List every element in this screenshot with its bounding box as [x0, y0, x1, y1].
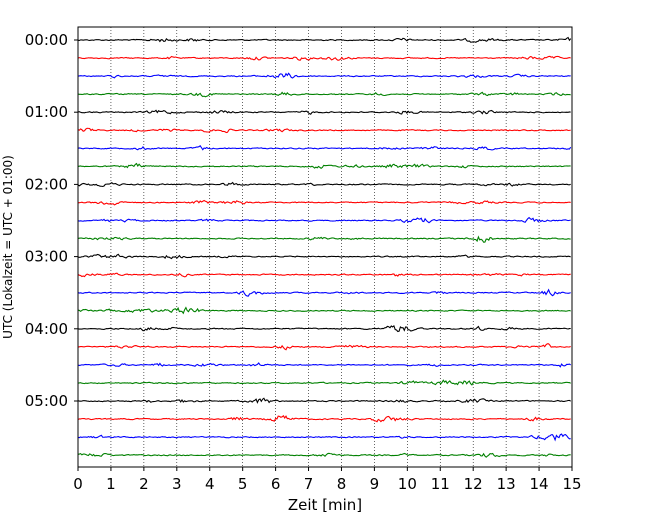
- plot-area: [78, 27, 572, 467]
- y-tick-label: 05:00: [25, 392, 68, 410]
- x-tick-label: 2: [139, 475, 149, 493]
- seismogram-trace: [77, 362, 571, 368]
- seismogram-trace: [77, 253, 571, 260]
- y-tick-label: 02:00: [25, 175, 68, 193]
- y-tick-label: 03:00: [25, 248, 68, 266]
- seismogram-trace: [77, 109, 571, 115]
- seismogram-traces: [77, 36, 572, 458]
- x-tick-label: 8: [337, 475, 347, 493]
- seismogram-trace: [77, 235, 571, 243]
- x-axis-label: Zeit [min]: [288, 496, 362, 514]
- seismogram-trace: [77, 397, 571, 404]
- x-tick-label: 10: [398, 475, 417, 493]
- seismogram-trace: [77, 324, 571, 333]
- x-tick-label: 7: [304, 475, 314, 493]
- x-tick-label: 1: [106, 475, 116, 493]
- x-tick-label: 9: [370, 475, 380, 493]
- y-axis-ticks: 00:00 01:00 02:00 03:00 04:00 05:00: [25, 31, 78, 410]
- seismogram-trace: [77, 72, 571, 79]
- seismogram-trace: [77, 216, 571, 224]
- y-tick-label: 01:00: [25, 103, 68, 121]
- x-tick-label: 4: [205, 475, 215, 493]
- seismogram-trace: [77, 181, 571, 188]
- seismogram-trace: [77, 144, 572, 151]
- seismogram-trace: [77, 343, 571, 351]
- seismogram-trace: [77, 127, 571, 134]
- x-tick-label: 0: [73, 475, 83, 493]
- x-tick-label: 5: [238, 475, 248, 493]
- x-gridlines: [110, 27, 540, 467]
- x-tick-label: 14: [530, 475, 549, 493]
- seismogram-trace: [77, 452, 571, 458]
- y-axis-label: UTC (Lokalzeit = UTC + 01:00): [1, 155, 15, 339]
- y-tick-label: 00:00: [25, 31, 68, 49]
- x-tick-label: 13: [497, 475, 516, 493]
- x-tick-label: 3: [172, 475, 182, 493]
- seismogram-trace: [77, 162, 571, 170]
- y-tick-label: 04:00: [25, 320, 68, 338]
- seismogram-trace: [77, 55, 571, 61]
- seismogram-trace: [77, 199, 571, 206]
- seismogram-trace: [77, 36, 572, 43]
- seismogram-trace: [77, 306, 571, 315]
- x-axis-ticks: 0 1 2 3 4 5 6 7 8 9 10 11 12 13 14 15: [73, 467, 582, 493]
- x-tick-label: 6: [271, 475, 281, 493]
- plot-frame: [77, 26, 573, 468]
- seismogram-trace: [77, 272, 571, 278]
- x-tick-label: 12: [464, 475, 483, 493]
- x-tick-label: 15: [562, 475, 581, 493]
- seismogram-trace: [77, 91, 571, 98]
- seismogram-trace: [77, 433, 571, 442]
- seismogram-trace: [77, 414, 571, 423]
- x-tick-label: 11: [431, 475, 450, 493]
- seismogram-trace: [77, 379, 571, 386]
- seismogram-trace: [77, 288, 571, 297]
